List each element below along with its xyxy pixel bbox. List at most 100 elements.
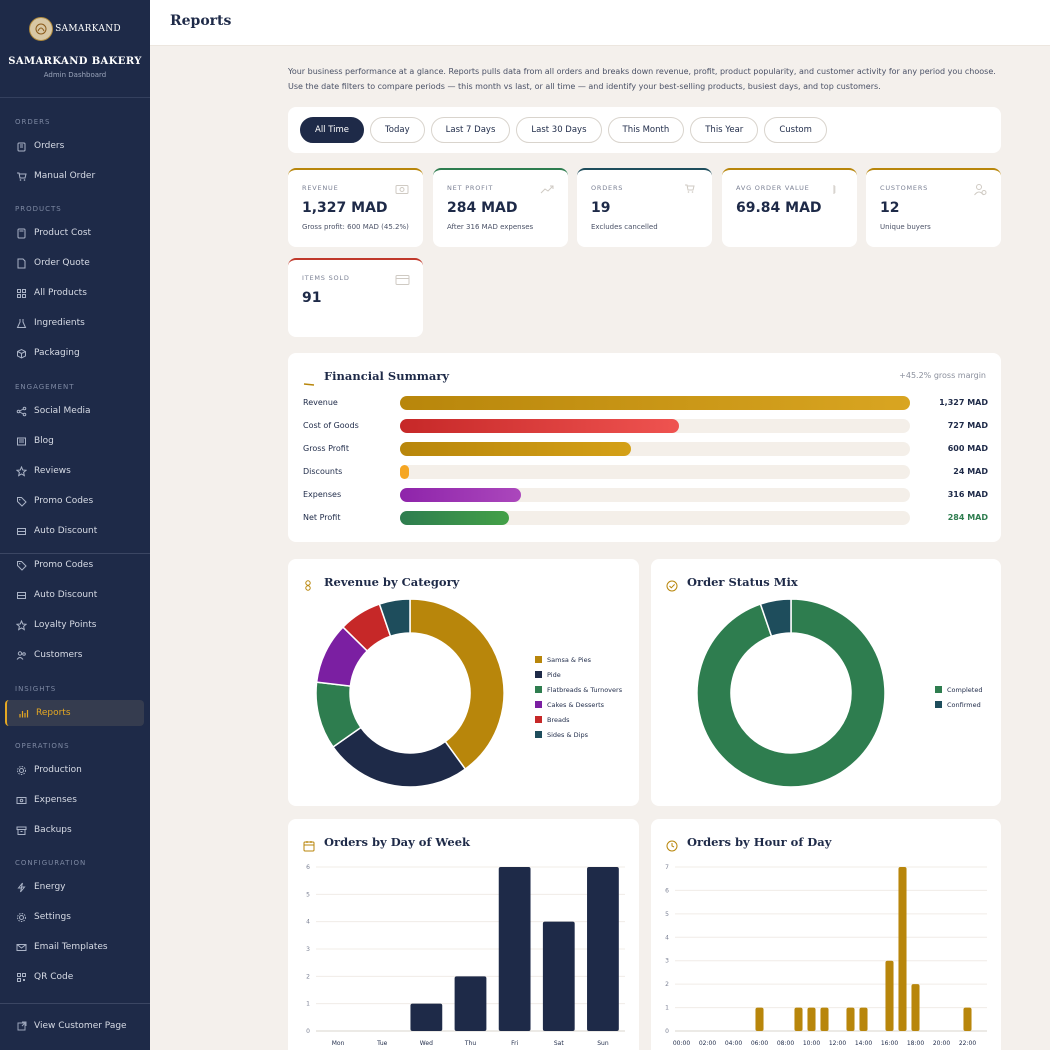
sidebar-item-ingredients[interactable]: Ingredients bbox=[5, 310, 144, 336]
y-tick-label: 3 bbox=[665, 958, 669, 965]
sidebar-item-social-media[interactable]: Social Media bbox=[5, 398, 144, 424]
sidebar-item-promo-codes[interactable]: Promo Codes bbox=[5, 552, 144, 578]
sidebar-item-energy[interactable]: Energy bbox=[5, 874, 144, 900]
filter-this-year[interactable]: This Year bbox=[690, 117, 759, 143]
y-tick-label: 2 bbox=[306, 973, 310, 980]
x-tick-label: 10:00 bbox=[803, 1040, 820, 1047]
sidebar-item-expenses[interactable]: Expenses bbox=[5, 787, 144, 813]
card-icon bbox=[395, 272, 411, 291]
sidebar-item-all-products[interactable]: All Products bbox=[5, 280, 144, 306]
legend-label: Flatbreads & Turnovers bbox=[547, 685, 623, 694]
x-tick-label: 18:00 bbox=[907, 1040, 924, 1047]
tag-icon bbox=[16, 496, 27, 507]
kpi-card-orders: ORDERS 19 Excludes cancelled bbox=[577, 168, 712, 247]
filter-last-30-days[interactable]: Last 30 Days bbox=[516, 117, 602, 143]
sidebar-item-label: Production bbox=[34, 765, 82, 775]
slice-sides-dips[interactable] bbox=[378, 599, 411, 638]
sidebar-item-qr-code[interactable]: QR Code bbox=[5, 964, 144, 990]
x-tick-label: 16:00 bbox=[881, 1040, 898, 1047]
view-customer-page-link[interactable]: View Customer Page bbox=[5, 1013, 144, 1039]
x-tick-label: 22:00 bbox=[959, 1040, 976, 1047]
bar-17-00[interactable] bbox=[898, 867, 907, 1031]
financial-row-amount: 600 MAD bbox=[947, 444, 988, 453]
bar-16-00[interactable] bbox=[885, 960, 894, 1031]
bar-11-00[interactable] bbox=[820, 1007, 829, 1031]
sidebar-item-order-quote[interactable]: Order Quote bbox=[5, 250, 144, 276]
money-icon bbox=[16, 795, 27, 806]
bar-06-00[interactable] bbox=[755, 1007, 764, 1031]
order-status-chart bbox=[697, 599, 886, 788]
sidebar-item-reviews[interactable]: Reviews bbox=[5, 458, 144, 484]
sidebar-item-packaging[interactable]: Packaging bbox=[5, 340, 144, 366]
sidebar-item-backups[interactable]: Backups bbox=[5, 817, 144, 843]
kpi-label: ITEMS SOLD bbox=[302, 274, 350, 282]
bar-14-00[interactable] bbox=[859, 1007, 868, 1031]
sidebar-item-production[interactable]: Production bbox=[5, 757, 144, 783]
sidebar-item-settings[interactable]: Settings bbox=[5, 904, 144, 930]
filter-last-7-days[interactable]: Last 7 Days bbox=[430, 117, 511, 143]
bar-thu[interactable] bbox=[454, 976, 487, 1031]
sidebar-item-label: Social Media bbox=[34, 406, 91, 416]
financial-row-label: Gross Profit bbox=[303, 444, 349, 453]
financial-row-gross-profit: Gross Profit 600 MAD bbox=[303, 442, 988, 458]
x-tick-label: Sat bbox=[554, 1040, 564, 1047]
page-intro: Your business performance at a glance. R… bbox=[288, 67, 996, 91]
bar-10-00[interactable] bbox=[807, 1007, 816, 1031]
x-tick-label: 00:00 bbox=[673, 1040, 690, 1047]
x-tick-label: 04:00 bbox=[725, 1040, 742, 1047]
legend-swatch bbox=[535, 686, 542, 693]
bar-sun[interactable] bbox=[587, 867, 619, 1031]
bar-fri[interactable] bbox=[498, 867, 531, 1031]
bar-22-00[interactable] bbox=[963, 1007, 972, 1031]
legend-item-completed: Completed bbox=[935, 682, 982, 697]
filter-today[interactable]: Today bbox=[370, 117, 425, 143]
filter-this-month[interactable]: This Month bbox=[607, 117, 685, 143]
sidebar-item-customers[interactable]: Customers bbox=[5, 642, 144, 668]
y-tick-label: 3 bbox=[306, 946, 310, 953]
sidebar-item-loyalty-points[interactable]: Loyalty Points bbox=[5, 612, 144, 638]
logo-text: SAMARKAND bbox=[55, 24, 121, 34]
clock-icon bbox=[666, 837, 678, 856]
page-title: Reports bbox=[170, 13, 232, 29]
legend-swatch bbox=[535, 716, 542, 723]
kpi-card-net-profit: NET PROFIT 284 MAD After 316 MAD expenses bbox=[433, 168, 568, 247]
bar-sat[interactable] bbox=[542, 921, 575, 1031]
y-tick-label: 2 bbox=[665, 981, 669, 988]
sidebar-item-orders[interactable]: Orders bbox=[5, 133, 144, 159]
filter-custom[interactable]: Custom bbox=[764, 117, 827, 143]
sidebar-item-label: Auto Discount bbox=[34, 526, 98, 536]
sidebar-item-product-cost[interactable]: Product Cost bbox=[5, 220, 144, 246]
y-tick-label: 4 bbox=[665, 934, 669, 941]
sidebar-item-label: Settings bbox=[34, 912, 71, 922]
sidebar-item-promo-codes[interactable]: Promo Codes bbox=[5, 488, 144, 514]
filter-all-time[interactable]: All Time bbox=[300, 117, 365, 143]
logo[interactable]: SAMARKAND bbox=[0, 14, 150, 44]
slice-completed[interactable] bbox=[697, 599, 886, 788]
sidebar-item-reports[interactable]: Reports bbox=[5, 700, 144, 726]
newspaper-icon bbox=[16, 436, 27, 447]
sidebar-item-label: Order Quote bbox=[34, 258, 90, 268]
section-products: PRODUCTS bbox=[15, 205, 62, 213]
bar-13-00[interactable] bbox=[846, 1007, 855, 1031]
section-operations: OPERATIONS bbox=[15, 742, 70, 750]
sidebar-item-email-templates[interactable]: Email Templates bbox=[5, 934, 144, 960]
sidebar-item-blog[interactable]: Blog bbox=[5, 428, 144, 454]
sidebar: SAMARKAND SAMARKAND BAKERY Admin Dashboa… bbox=[0, 0, 150, 1050]
slice-pide[interactable] bbox=[332, 726, 467, 788]
bar-18-00[interactable] bbox=[911, 984, 920, 1031]
gear-icon bbox=[16, 765, 27, 776]
sidebar-item-auto-discount[interactable]: Auto Discount bbox=[5, 518, 144, 544]
sidebar-item-label: Reports bbox=[36, 708, 71, 718]
order-status-mix-title: Order Status Mix bbox=[687, 575, 798, 589]
grid-icon bbox=[16, 288, 27, 299]
bar-09-00[interactable] bbox=[794, 1007, 803, 1031]
financial-row-label: Cost of Goods bbox=[303, 421, 359, 430]
slice-samsa-pies[interactable] bbox=[409, 599, 505, 771]
financial-bar-track bbox=[400, 442, 910, 456]
sidebar-item-manual-order[interactable]: Manual Order bbox=[5, 163, 144, 189]
slice-confirmed[interactable] bbox=[759, 599, 792, 638]
bar-wed[interactable] bbox=[410, 1003, 443, 1031]
legend-label: Samsa & Pies bbox=[547, 655, 591, 664]
y-tick-label: 1 bbox=[665, 1005, 669, 1012]
sidebar-item-auto-discount[interactable]: Auto Discount bbox=[5, 582, 144, 608]
